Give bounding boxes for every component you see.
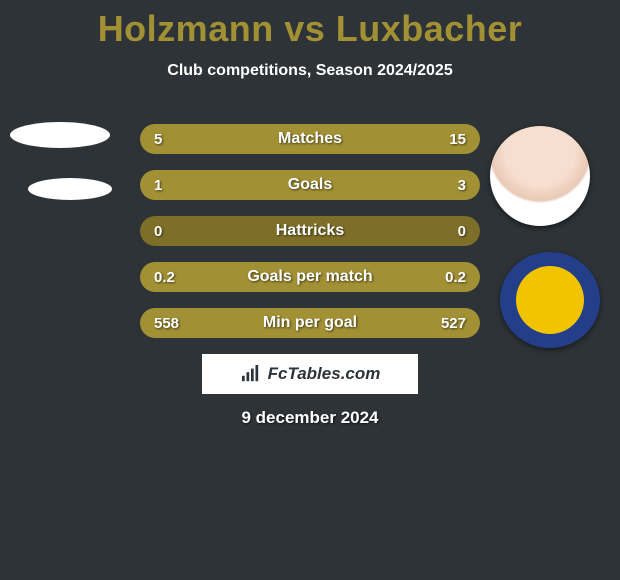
stat-row: 13Goals [140, 170, 480, 200]
player-left-avatar [10, 122, 110, 148]
subtitle: Club competitions, Season 2024/2025 [0, 62, 620, 80]
stat-label: Goals per match [140, 262, 480, 292]
stat-row: 0.20.2Goals per match [140, 262, 480, 292]
date: 9 december 2024 [0, 408, 620, 428]
club-right-badge [500, 252, 600, 348]
stat-row: 515Matches [140, 124, 480, 154]
watermark-text: FcTables.com [268, 364, 381, 384]
stat-label: Min per goal [140, 308, 480, 338]
club-left-badge [28, 178, 112, 200]
club-right-inner [516, 266, 584, 334]
stat-label: Hattricks [140, 216, 480, 246]
stats-table: 515Matches 13Goals 00Hattricks 0.20.2Goals … [140, 124, 480, 354]
stat-label: Matches [140, 124, 480, 154]
stat-label: Goals [140, 170, 480, 200]
watermark: FcTables.com [202, 354, 418, 394]
bars-icon [240, 365, 262, 383]
stat-row: 00Hattricks [140, 216, 480, 246]
player-right-avatar [490, 126, 590, 226]
stat-row: 558527Min per goal [140, 308, 480, 338]
page-title: Holzmann vs Luxbacher [0, 0, 620, 50]
